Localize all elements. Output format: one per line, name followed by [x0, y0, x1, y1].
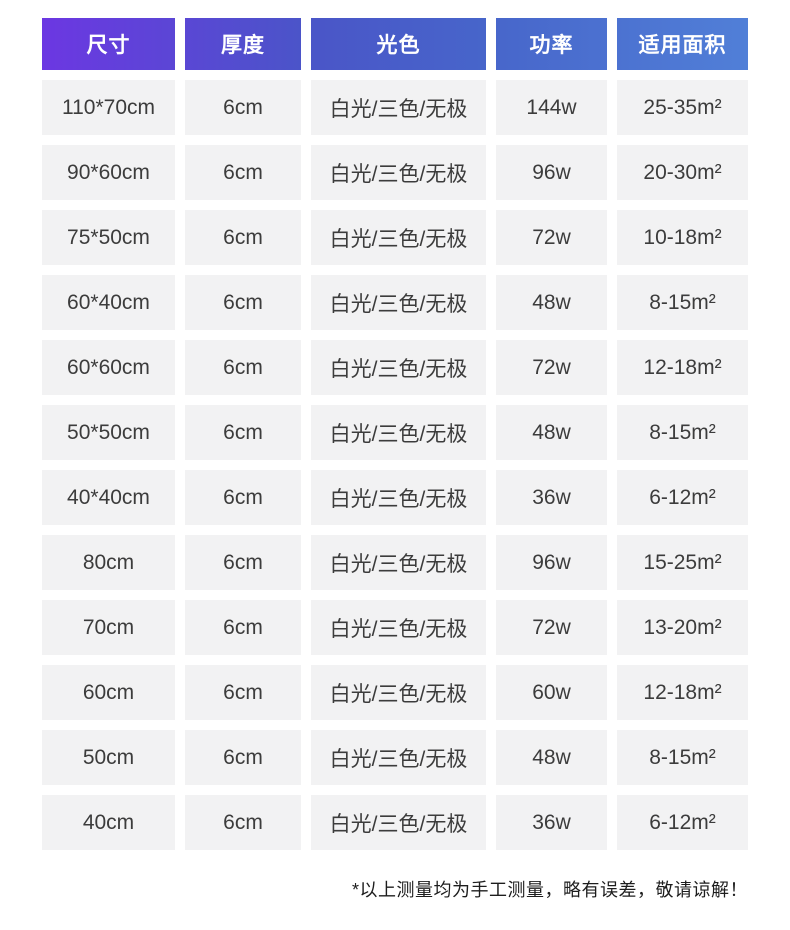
table-cell: 白光/三色/无极 [311, 535, 486, 590]
table-cell: 6cm [185, 80, 301, 135]
table-cell: 白光/三色/无极 [311, 470, 486, 525]
column-header-thickness: 厚度 [185, 18, 301, 70]
table-row: 80cm 6cm 白光/三色/无极 96w 15-25m² [42, 535, 748, 590]
table-cell: 6-12m² [617, 795, 748, 850]
table-cell: 12-18m² [617, 340, 748, 395]
table-cell: 48w [496, 405, 607, 460]
table-cell: 60w [496, 665, 607, 720]
table-cell: 48w [496, 275, 607, 330]
table-cell: 72w [496, 210, 607, 265]
table-cell: 50cm [42, 730, 175, 785]
column-header-area: 适用面积 [617, 18, 748, 70]
table-row: 60cm 6cm 白光/三色/无极 60w 12-18m² [42, 665, 748, 720]
table-row: 40*40cm 6cm 白光/三色/无极 36w 6-12m² [42, 470, 748, 525]
table-row: 60*40cm 6cm 白光/三色/无极 48w 8-15m² [42, 275, 748, 330]
table-cell: 72w [496, 600, 607, 655]
table-cell: 6-12m² [617, 470, 748, 525]
table-cell: 6cm [185, 535, 301, 590]
table-row: 70cm 6cm 白光/三色/无极 72w 13-20m² [42, 600, 748, 655]
table-cell: 6cm [185, 730, 301, 785]
table-cell: 白光/三色/无极 [311, 405, 486, 460]
table-row: 50cm 6cm 白光/三色/无极 48w 8-15m² [42, 730, 748, 785]
table-cell: 白光/三色/无极 [311, 275, 486, 330]
table-cell: 8-15m² [617, 730, 748, 785]
table-cell: 白光/三色/无极 [311, 340, 486, 395]
table-cell: 8-15m² [617, 275, 748, 330]
table-cell: 20-30m² [617, 145, 748, 200]
table-cell: 96w [496, 145, 607, 200]
table-cell: 6cm [185, 145, 301, 200]
table-cell: 36w [496, 470, 607, 525]
table-row: 75*50cm 6cm 白光/三色/无极 72w 10-18m² [42, 210, 748, 265]
table-cell: 60*40cm [42, 275, 175, 330]
table-cell: 6cm [185, 275, 301, 330]
table-cell: 6cm [185, 405, 301, 460]
table-cell: 50*50cm [42, 405, 175, 460]
table-row: 60*60cm 6cm 白光/三色/无极 72w 12-18m² [42, 340, 748, 395]
table-cell: 40cm [42, 795, 175, 850]
table-row: 50*50cm 6cm 白光/三色/无极 48w 8-15m² [42, 405, 748, 460]
spec-sheet-page: { "colors": { "header_gradient_left": "#… [0, 8, 790, 930]
table-cell: 80cm [42, 535, 175, 590]
table-cell: 6cm [185, 665, 301, 720]
table-cell: 6cm [185, 210, 301, 265]
spec-table-body: 110*70cm 6cm 白光/三色/无极 144w 25-35m² 90*60cm 6cm… [42, 80, 748, 850]
column-header-size: 尺寸 [42, 18, 175, 70]
product-spec-table: 尺寸 厚度 光色 功率 适用面积 110*70cm 6cm 白光/三色/无极 144w… [32, 8, 758, 860]
table-cell: 25-35m² [617, 80, 748, 135]
table-cell: 110*70cm [42, 80, 175, 135]
table-cell: 60*60cm [42, 340, 175, 395]
table-cell: 白光/三色/无极 [311, 600, 486, 655]
table-cell: 40*40cm [42, 470, 175, 525]
table-cell: 白光/三色/无极 [311, 145, 486, 200]
table-cell: 白光/三色/无极 [311, 665, 486, 720]
table-cell: 60cm [42, 665, 175, 720]
column-header-power: 功率 [496, 18, 607, 70]
table-cell: 48w [496, 730, 607, 785]
column-header-lightcolor: 光色 [311, 18, 486, 70]
table-cell: 72w [496, 340, 607, 395]
table-cell: 75*50cm [42, 210, 175, 265]
table-cell: 10-18m² [617, 210, 748, 265]
table-cell: 6cm [185, 795, 301, 850]
table-cell: 6cm [185, 340, 301, 395]
header-row: 尺寸 厚度 光色 功率 适用面积 [42, 18, 748, 70]
measurement-disclaimer: *以上测量均为手工测量，略有误差，敬请谅解！ [351, 880, 748, 900]
table-cell: 8-15m² [617, 405, 748, 460]
table-cell: 白光/三色/无极 [311, 210, 486, 265]
table-cell: 13-20m² [617, 600, 748, 655]
table-row: 110*70cm 6cm 白光/三色/无极 144w 25-35m² [42, 80, 748, 135]
table-cell: 白光/三色/无极 [311, 80, 486, 135]
table-cell: 6cm [185, 600, 301, 655]
table-cell: 白光/三色/无极 [311, 730, 486, 785]
table-row: 90*60cm 6cm 白光/三色/无极 96w 20-30m² [42, 145, 748, 200]
table-cell: 15-25m² [617, 535, 748, 590]
spec-table-header: 尺寸 厚度 光色 功率 适用面积 [42, 18, 748, 70]
table-cell: 96w [496, 535, 607, 590]
table-cell: 90*60cm [42, 145, 175, 200]
table-cell: 36w [496, 795, 607, 850]
table-cell: 6cm [185, 470, 301, 525]
table-cell: 12-18m² [617, 665, 748, 720]
table-cell: 144w [496, 80, 607, 135]
table-row: 40cm 6cm 白光/三色/无极 36w 6-12m² [42, 795, 748, 850]
table-cell: 白光/三色/无极 [311, 795, 486, 850]
table-cell: 70cm [42, 600, 175, 655]
